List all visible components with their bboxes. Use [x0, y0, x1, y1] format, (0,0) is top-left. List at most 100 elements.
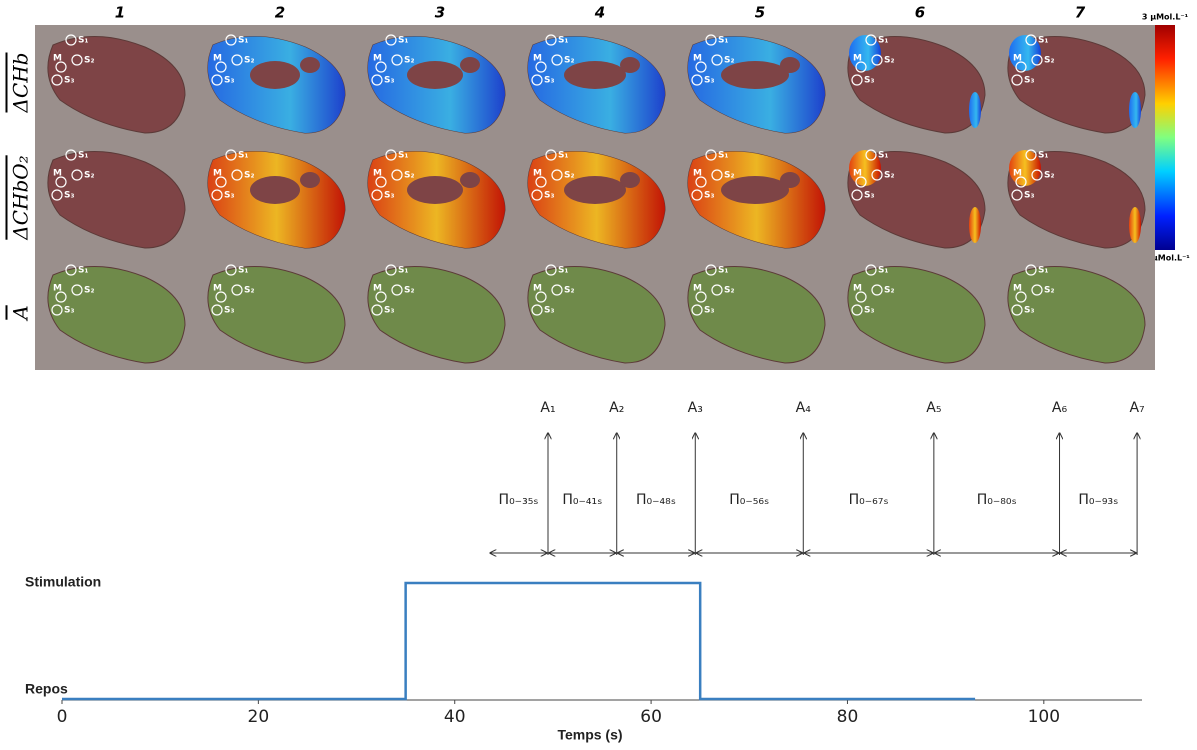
roi-marker [55, 61, 67, 73]
acquisition-label: A₇ [1129, 400, 1144, 416]
roi-label: S₁ [78, 151, 88, 161]
interval-label: Π₀₋₃₅ₛ [499, 492, 539, 508]
roi-label: S₂ [404, 56, 414, 66]
acquisition-label: A₁ [540, 400, 555, 416]
roi-label: S₃ [64, 76, 74, 86]
roi-label: S₂ [724, 171, 734, 181]
roi-label: M [693, 284, 702, 294]
roi-label: S₃ [704, 306, 714, 316]
roi-marker [51, 304, 63, 316]
image-panel: M S₁ S₂ S₃ [675, 140, 835, 255]
activation-blob [1129, 92, 1141, 128]
acquisition-label: A₅ [926, 400, 941, 416]
roi-marker [225, 34, 237, 46]
roi-marker [215, 176, 227, 188]
image-panel: M S₁ S₂ S₃ [675, 25, 835, 140]
roi-label: M [1013, 54, 1022, 64]
x-tick-label: 0 [57, 707, 68, 727]
image-panel: M S₁ S₂ S₃ [195, 255, 355, 370]
map-hole [564, 61, 626, 89]
roi-marker [65, 264, 77, 276]
roi-marker [865, 264, 877, 276]
roi-marker [371, 74, 383, 86]
roi-label: S₃ [224, 306, 234, 316]
roi-label: M [693, 54, 702, 64]
roi-marker [871, 169, 883, 181]
roi-marker [371, 304, 383, 316]
roi-label: S₃ [384, 76, 394, 86]
x-axis-label: Temps (s) [557, 727, 622, 743]
roi-label: S₂ [404, 286, 414, 296]
roi-label: S₃ [1024, 191, 1034, 201]
roi-label: S₃ [704, 191, 714, 201]
roi-marker [851, 74, 863, 86]
roi-label: M [693, 169, 702, 179]
roi-marker [391, 169, 403, 181]
roi-label: S₂ [1044, 171, 1054, 181]
roi-marker [1031, 169, 1043, 181]
roi-marker [545, 149, 557, 161]
roi-label: S₁ [398, 151, 408, 161]
roi-label: M [853, 169, 862, 179]
roi-label: M [533, 284, 542, 294]
image-panel: M S₁ S₂ S₃ [355, 25, 515, 140]
roi-label: S₂ [564, 56, 574, 66]
roi-marker [211, 74, 223, 86]
image-panel: M S₁ S₂ S₃ [355, 140, 515, 255]
roi-marker [55, 176, 67, 188]
colorbar [1155, 25, 1175, 250]
roi-marker [535, 291, 547, 303]
roi-marker [711, 54, 723, 66]
map-hole [407, 61, 463, 89]
roi-label: S₃ [1024, 306, 1034, 316]
roi-marker [855, 61, 867, 73]
roi-label: S₁ [78, 36, 88, 46]
roi-label: S₁ [398, 36, 408, 46]
roi-marker [215, 291, 227, 303]
image-panel: M S₁ S₂ S₃ [515, 140, 675, 255]
roi-label: S₂ [1044, 286, 1054, 296]
roi-label: S₂ [404, 171, 414, 181]
roi-label: S₃ [1024, 76, 1034, 86]
roi-marker [1011, 74, 1023, 86]
column-label: 3 [435, 4, 445, 22]
roi-marker [711, 169, 723, 181]
roi-marker [231, 54, 243, 66]
roi-marker [1031, 54, 1043, 66]
roi-marker [535, 61, 547, 73]
colorbar-min: -3 µMol.L⁻¹ [1140, 254, 1190, 263]
activation-blob [969, 207, 981, 243]
interval-label: Π₀₋₉₃ₛ [1078, 492, 1118, 508]
roi-marker [231, 169, 243, 181]
roi-marker [855, 291, 867, 303]
roi-marker [551, 54, 563, 66]
activation-blob [969, 92, 981, 128]
roi-marker [695, 291, 707, 303]
interval-label: Π₀₋₄₁ₛ [562, 492, 602, 508]
interval-label: Π₀₋₆₇ₛ [849, 492, 889, 508]
interval-label: Π₀₋₈₀ₛ [977, 492, 1017, 508]
image-panel: M S₁ S₂ S₃ [995, 140, 1155, 255]
roi-marker [391, 284, 403, 296]
roi-label: S₂ [244, 286, 254, 296]
roi-label: S₂ [564, 171, 574, 181]
map-hole [407, 176, 463, 204]
row-label: A [9, 305, 33, 321]
roi-label: S₃ [384, 191, 394, 201]
roi-marker [691, 304, 703, 316]
roi-marker [385, 264, 397, 276]
x-tick-label: 80 [837, 707, 859, 727]
image-panel: M S₁ S₂ S₃ [515, 25, 675, 140]
roi-marker [551, 284, 563, 296]
roi-marker [1025, 149, 1037, 161]
roi-marker [391, 54, 403, 66]
interval-label: Π₀₋₅₆ₛ [729, 492, 769, 508]
roi-marker [51, 189, 63, 201]
roi-label: M [53, 54, 62, 64]
roi-label: S₁ [718, 151, 728, 161]
image-panel: M S₁ S₂ S₃ [355, 255, 515, 370]
map-hole [780, 172, 800, 188]
map-hole [620, 57, 640, 73]
roi-label: S₃ [544, 76, 554, 86]
roi-marker [851, 189, 863, 201]
